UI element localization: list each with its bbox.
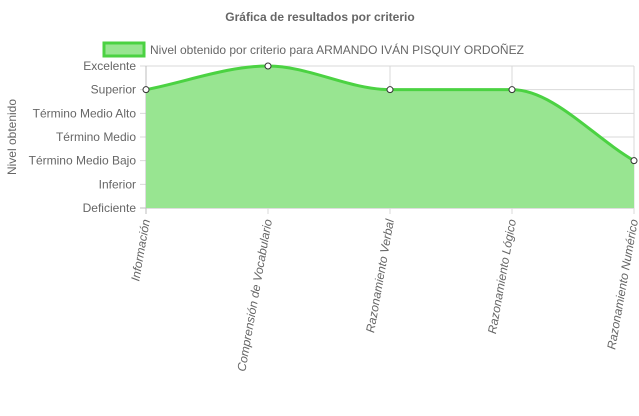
data-point[interactable] <box>386 86 394 94</box>
data-point[interactable] <box>508 86 516 94</box>
legend-label: Nivel obtenido por criterio para ARMANDO… <box>150 42 524 57</box>
y-tick-label: Término Medio Alto <box>33 106 137 120</box>
y-tick-label: Deficiente <box>83 201 137 215</box>
y-tick-label: Término Medio Bajo <box>29 154 137 168</box>
data-point[interactable] <box>264 62 272 70</box>
y-tick-label: Excelente <box>83 59 136 73</box>
x-tick-label: Información <box>128 218 153 282</box>
legend-swatch[interactable] <box>102 41 146 58</box>
series-area <box>146 66 634 208</box>
y-tick-label: Superior <box>91 83 136 97</box>
data-point[interactable] <box>630 157 638 165</box>
points-layer <box>142 62 638 165</box>
x-tick-label: Razonamiento Numérico <box>604 218 639 351</box>
y-axis-ticks: Deficiente Inferior Término Medio Bajo Térm… <box>29 59 137 215</box>
x-tick-label: Razonamiento Lógico <box>485 218 519 335</box>
data-point[interactable] <box>142 86 150 94</box>
x-axis-ticks: Información Comprensión de Vocabulario Raz… <box>128 218 639 373</box>
legend[interactable]: Nivel obtenido por criterio para ARMANDO… <box>102 41 524 58</box>
y-tick-label: Inferior <box>99 177 136 191</box>
y-axis-title: Nivel obtenido <box>5 99 19 175</box>
x-tick-label: Razonamiento Verbal <box>363 218 397 334</box>
chart-title: Gráfica de resultados por criterio <box>225 10 414 24</box>
y-tick-label: Término Medio <box>56 130 136 144</box>
x-tick-label: Comprensión de Vocabulario <box>234 218 275 373</box>
